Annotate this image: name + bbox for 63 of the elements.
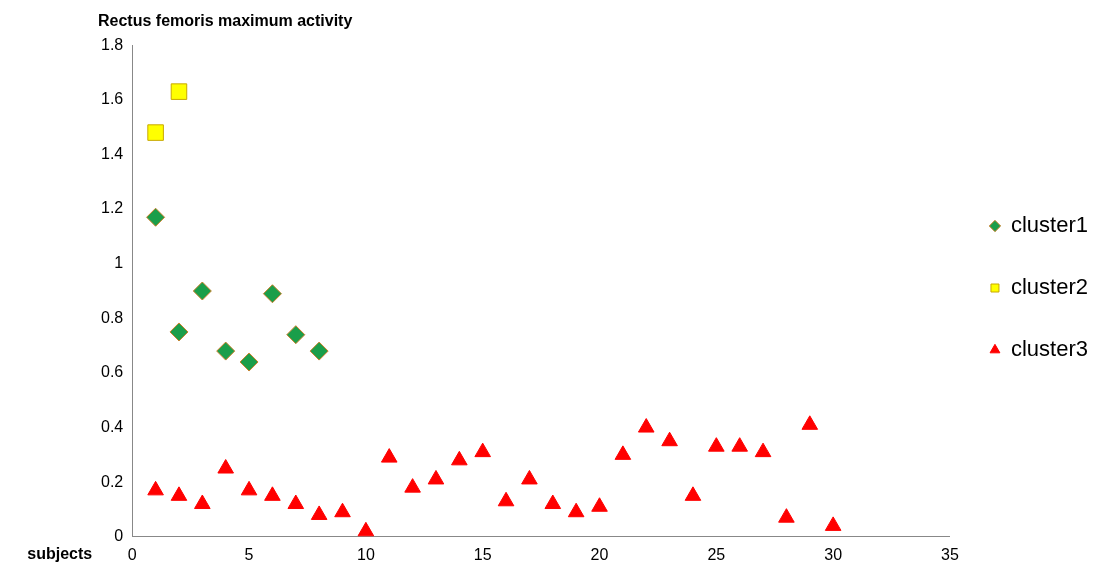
point xyxy=(754,442,772,458)
point xyxy=(309,341,329,361)
point xyxy=(497,491,515,507)
point xyxy=(217,459,234,474)
point xyxy=(170,83,188,100)
legend-label: cluster2 xyxy=(1010,274,1089,300)
point xyxy=(286,325,306,345)
y-tick-label: 0 xyxy=(114,527,124,545)
y-tick-label: 1.4 xyxy=(100,144,124,162)
point xyxy=(684,486,702,501)
y-tick-label: 1.2 xyxy=(100,199,124,217)
y-tick-label: 1 xyxy=(114,254,124,272)
point xyxy=(357,521,375,537)
point xyxy=(216,341,236,361)
x-tick-label: 5 xyxy=(244,545,254,563)
point xyxy=(147,124,164,141)
x-tick-label: 0 xyxy=(127,545,137,563)
point xyxy=(474,442,491,458)
x-tick-label: 15 xyxy=(473,545,492,563)
x-tick-label: 20 xyxy=(590,545,609,563)
point xyxy=(544,494,562,510)
point xyxy=(708,437,725,452)
point xyxy=(334,502,351,518)
point xyxy=(240,480,258,496)
point xyxy=(731,437,748,452)
point xyxy=(170,486,188,501)
point xyxy=(801,415,819,430)
x-tick-label: 25 xyxy=(707,545,726,563)
x-tick-label: 35 xyxy=(941,545,959,563)
point xyxy=(147,480,164,496)
y-tick-label: 1.6 xyxy=(100,90,124,108)
point xyxy=(146,207,166,227)
point xyxy=(239,352,259,372)
point xyxy=(192,281,212,301)
point xyxy=(404,478,421,493)
point xyxy=(567,502,585,518)
y-tick-label: 0.2 xyxy=(100,472,124,490)
point xyxy=(451,450,468,466)
point xyxy=(614,445,632,460)
point xyxy=(521,469,538,485)
y-tick-label: 0.8 xyxy=(100,308,124,326)
point xyxy=(194,494,211,510)
y-tick-label: 0.6 xyxy=(100,363,124,381)
x-tick-label: 10 xyxy=(356,545,375,563)
legend-label: cluster3 xyxy=(1010,336,1089,362)
point xyxy=(310,505,328,520)
point xyxy=(264,486,281,501)
point xyxy=(778,508,795,523)
chart-title: Rectus femoris maximum activity xyxy=(98,12,353,30)
y-tick-label: 0.4 xyxy=(100,417,124,435)
point xyxy=(169,322,189,342)
point xyxy=(427,469,445,485)
point xyxy=(287,494,305,510)
x-axis-title: subjects xyxy=(27,545,93,563)
point xyxy=(591,497,608,512)
y-tick-label: 1.8 xyxy=(100,35,124,53)
legend-label: cluster1 xyxy=(1010,212,1089,238)
point xyxy=(637,418,655,433)
point xyxy=(824,516,842,531)
point xyxy=(661,431,678,447)
point xyxy=(380,448,398,463)
x-tick-label: 30 xyxy=(824,545,843,563)
point xyxy=(262,284,282,304)
